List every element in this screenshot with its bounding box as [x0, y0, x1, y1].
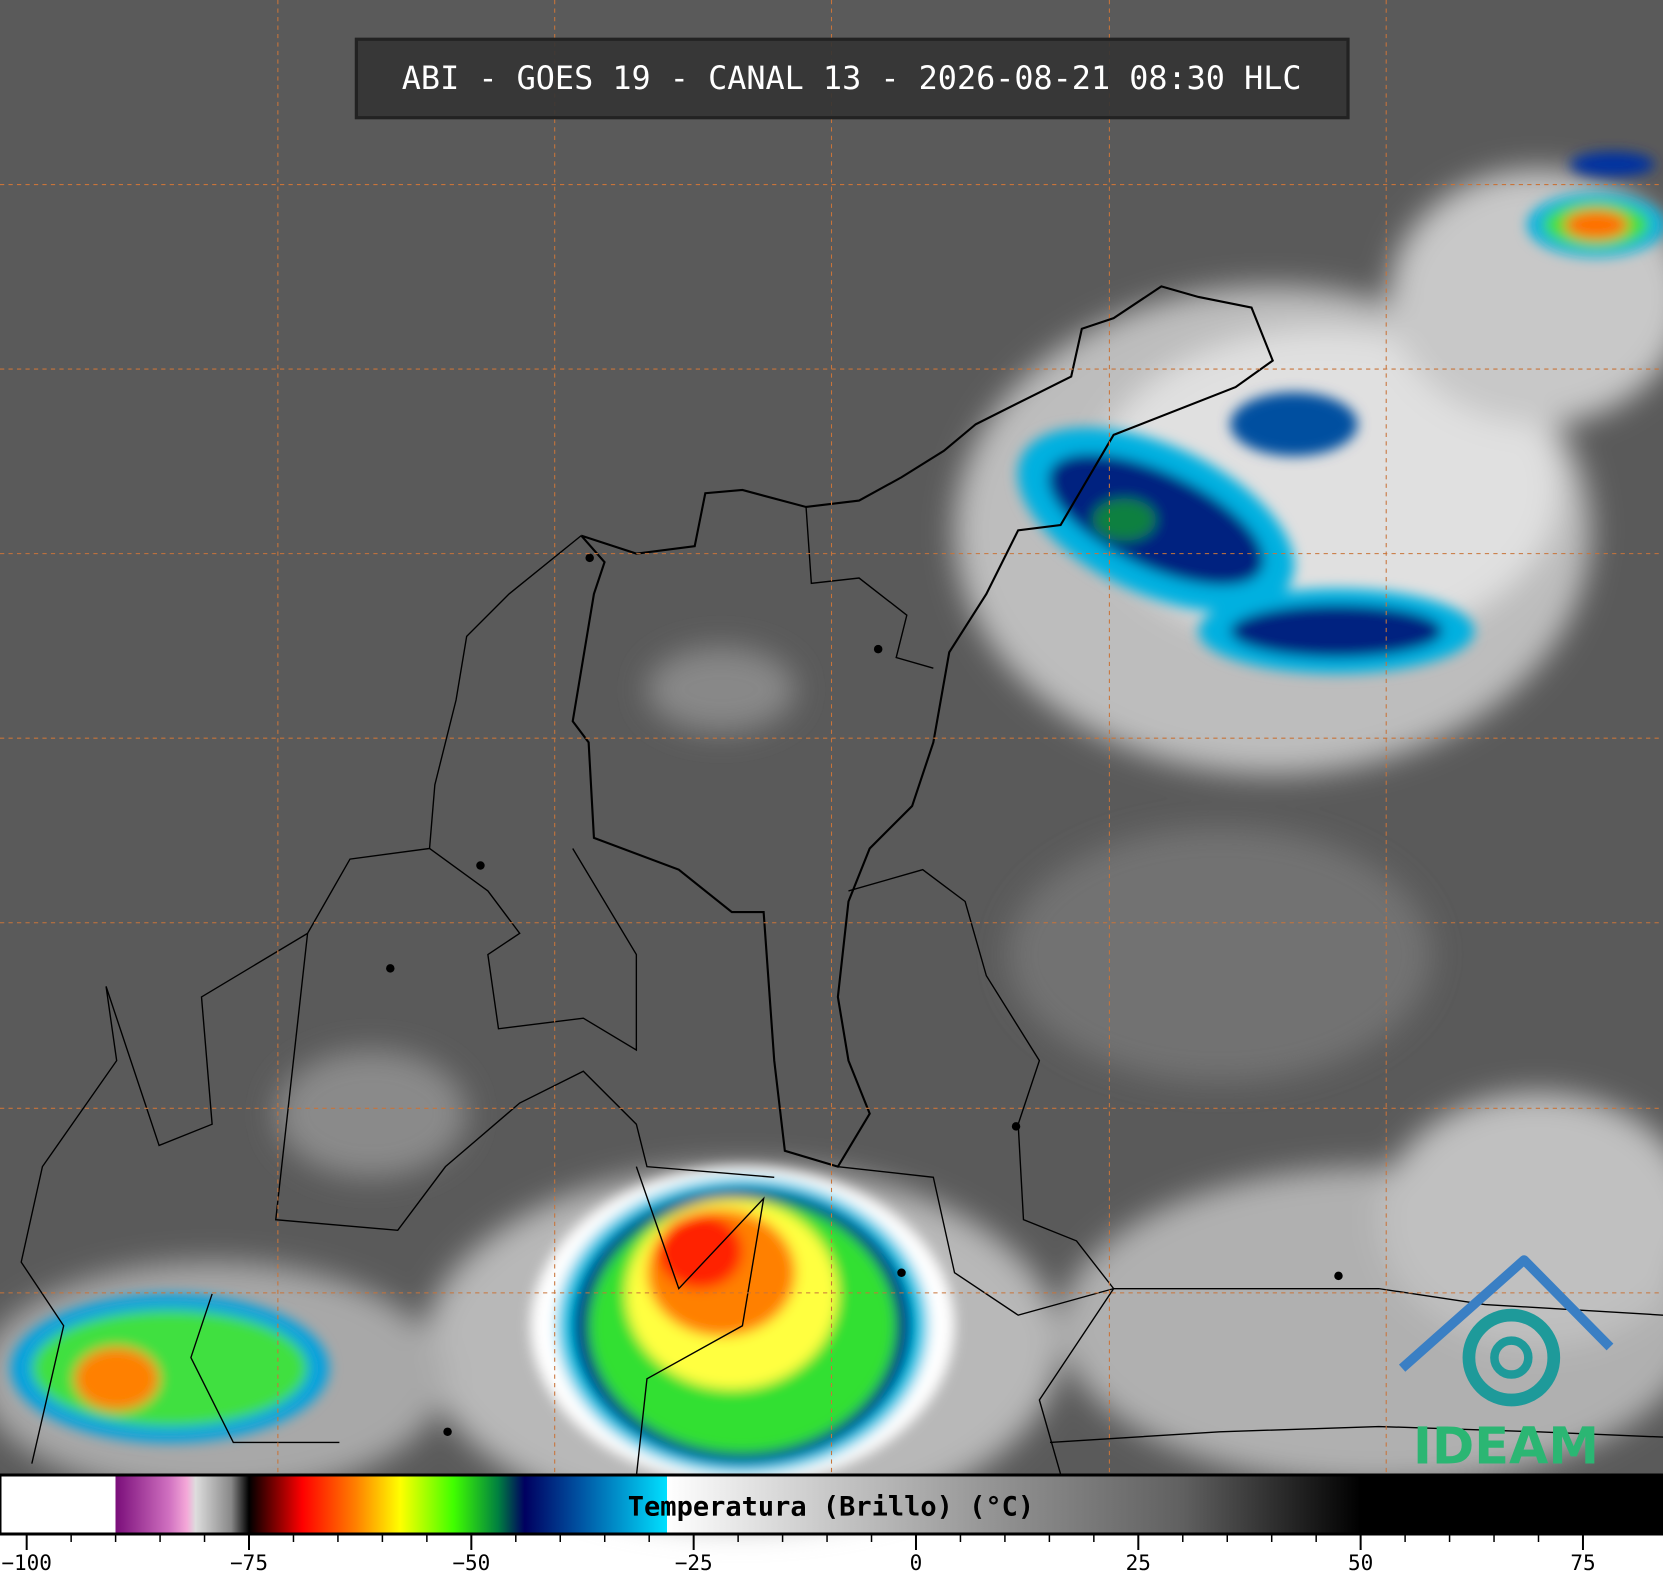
tick-label: −100	[1, 1551, 52, 1575]
colorbar-label: Temperatura (Brillo) (°C)	[628, 1492, 1034, 1523]
tick-label: 50	[1348, 1551, 1373, 1575]
title-box	[354, 37, 1350, 120]
tick-label: −75	[230, 1551, 268, 1575]
tick-label: 75	[1570, 1551, 1595, 1575]
tick-label: 0	[910, 1551, 923, 1575]
colorbar: Temperatura (Brillo) (°C) −100 −75 −50 −25 0…	[0, 1473, 1663, 1575]
tick-label: −50	[452, 1551, 490, 1575]
cities	[386, 553, 1343, 1437]
tick-label: −25	[675, 1551, 713, 1575]
borders	[20, 285, 1663, 1477]
title: ABI - GOES 19 - CANAL 13 - 2026-08-21 08…	[402, 59, 1302, 97]
graticule	[0, 0, 1663, 1477]
satellite-map: IDEAM ABI - GOES 19 - CANAL 13 - 2026-08…	[0, 0, 1663, 1528]
colorbar-gradient	[0, 1473, 1663, 1536]
logo-text: IDEAM	[1413, 1418, 1599, 1477]
logo: IDEAM	[1398, 1255, 1614, 1477]
tick-label: 25	[1126, 1551, 1151, 1575]
